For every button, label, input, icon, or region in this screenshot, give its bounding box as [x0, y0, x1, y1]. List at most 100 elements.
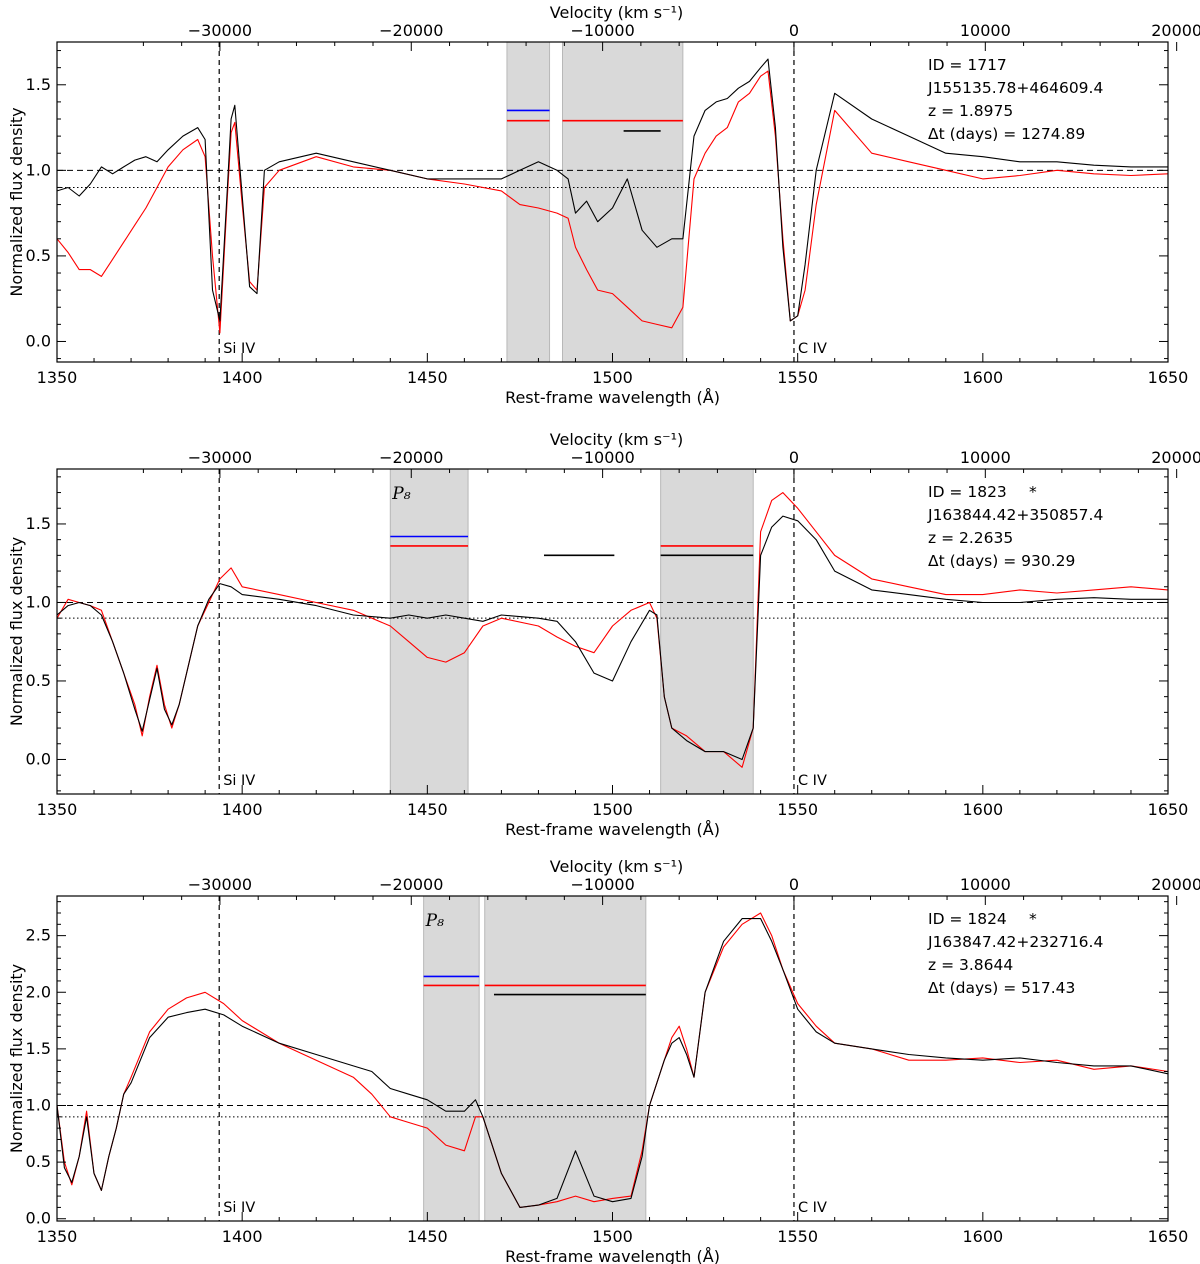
ytick-label: 0.5 [26, 246, 51, 265]
xtick-label: 1650 [1148, 1227, 1189, 1246]
xtick-label: 1400 [222, 1227, 263, 1246]
top-axis-label: Velocity (km s⁻¹) [550, 857, 683, 876]
ytick-label: 0.5 [26, 671, 51, 690]
xtick-label: 1550 [777, 800, 818, 819]
ytick-label: 0.0 [26, 331, 51, 350]
vtick-label: 10000 [960, 875, 1011, 894]
vtick-label: 10000 [960, 448, 1011, 467]
y-axis-label: Normalized flux density [7, 537, 26, 726]
object-name: J163844.42+350857.4 [927, 506, 1103, 524]
spectrum-line-black [57, 515, 1168, 761]
vtick-label: 0 [789, 21, 799, 40]
p8-label: P₈ [425, 911, 444, 931]
delta-t-label: Δt (days) = 930.29 [928, 552, 1075, 570]
shaded-region-2 [660, 468, 754, 795]
ytick-label: 1.5 [26, 1039, 51, 1058]
delta-t-label: Δt (days) = 517.43 [928, 979, 1075, 997]
xtick-label: 1500 [592, 368, 633, 387]
x-axis-label: Rest-frame wavelength (Å) [505, 820, 720, 839]
spectrum-line-black [57, 58, 1168, 322]
xtick-label: 1450 [407, 368, 448, 387]
top-axis-label: Velocity (km s⁻¹) [550, 430, 683, 449]
ion-label-1: Si IV [223, 773, 255, 789]
vtick-label: −10000 [570, 448, 634, 467]
shaded-region-2 [484, 895, 647, 1222]
ytick-label: 1.0 [26, 160, 51, 179]
ytick-label: 0.5 [26, 1152, 51, 1171]
ion-label-2: C IV [798, 1200, 827, 1216]
ytick-label: 0.0 [26, 1209, 51, 1228]
shaded-region-1 [506, 41, 551, 363]
y-axis-label: Normalized flux density [7, 107, 26, 296]
spectrum-line-red [57, 912, 1168, 1208]
spectrum-line-black [57, 918, 1168, 1208]
redshift-label: z = 1.8975 [928, 102, 1013, 120]
x-axis-label: Rest-frame wavelength (Å) [505, 388, 720, 407]
redshift-label: z = 2.2635 [928, 529, 1013, 547]
p8-label: P₈ [391, 484, 410, 504]
ytick-label: 0.0 [26, 749, 51, 768]
xtick-label: 1600 [962, 1227, 1003, 1246]
vtick-label: −30000 [188, 875, 252, 894]
vtick-label: −30000 [188, 448, 252, 467]
ytick-label: 1.0 [26, 592, 51, 611]
spectrum-panel-1: Si IV C IV 1350 1400 1450 1500 1550 1600 1650 0.0… [7, 3, 1200, 407]
ytick-label: 2.0 [26, 982, 51, 1001]
vtick-label: −10000 [570, 21, 634, 40]
xtick-label: 1450 [407, 1227, 448, 1246]
shaded-region-1 [389, 468, 469, 795]
xtick-label: 1650 [1148, 800, 1189, 819]
spectrum-line-red [57, 492, 1168, 768]
vtick-label: −20000 [379, 21, 443, 40]
xtick-label: 1400 [222, 800, 263, 819]
object-name: J155135.78+464609.4 [927, 79, 1103, 97]
xtick-label: 1350 [37, 1227, 78, 1246]
vtick-label: 0 [789, 448, 799, 467]
ytick-label: 1.5 [26, 514, 51, 533]
spectrum-panel-2: Si IV C IV P₈ 1350 1400 1450 1500 1550 1600 1650 0… [7, 430, 1200, 839]
vtick-label: −20000 [379, 875, 443, 894]
xtick-label: 1500 [592, 800, 633, 819]
vtick-label: 0 [789, 875, 799, 894]
xtick-label: 1350 [37, 800, 78, 819]
vtick-label: 20000 [1151, 448, 1200, 467]
vtick-label: 20000 [1151, 875, 1200, 894]
xtick-label: 1650 [1148, 368, 1189, 387]
vtick-label: −10000 [570, 875, 634, 894]
ion-label-2: C IV [798, 773, 827, 789]
spectrum-line-red [57, 70, 1168, 334]
ion-label-1: Si IV [223, 341, 255, 357]
xtick-label: 1600 [962, 368, 1003, 387]
ion-label-1: Si IV [223, 1200, 255, 1216]
vtick-label: 10000 [960, 21, 1011, 40]
ytick-label: 2.5 [26, 926, 51, 945]
xtick-label: 1450 [407, 800, 448, 819]
object-id: ID = 1823 [928, 483, 1007, 501]
object-id: ID = 1717 [928, 56, 1007, 74]
shaded-region-2 [562, 41, 684, 363]
ytick-label: 1.0 [26, 1095, 51, 1114]
xtick-label: 1550 [777, 368, 818, 387]
xtick-label: 1550 [777, 1227, 818, 1246]
object-flag-star: * [1029, 910, 1037, 928]
vtick-label: −30000 [188, 21, 252, 40]
x-axis-label: Rest-frame wavelength (Å) [505, 1247, 720, 1264]
ion-label-2: C IV [798, 341, 827, 357]
vtick-label: −20000 [379, 448, 443, 467]
y-axis-label: Normalized flux density [7, 964, 26, 1153]
top-axis-label: Velocity (km s⁻¹) [550, 3, 683, 22]
object-name: J163847.42+232716.4 [927, 933, 1103, 951]
object-flag-star: * [1029, 483, 1037, 501]
ytick-label: 1.5 [26, 75, 51, 94]
xtick-label: 1350 [37, 368, 78, 387]
xtick-label: 1500 [592, 1227, 633, 1246]
redshift-label: z = 3.8644 [928, 956, 1013, 974]
shaded-region-1 [423, 895, 480, 1222]
delta-t-label: Δt (days) = 1274.89 [928, 125, 1085, 143]
vtick-label: 20000 [1151, 21, 1200, 40]
spectrum-panel-3: Si IV C IV P₈ 1350 1400 1450 1500 1550 1600 1650 0… [7, 857, 1200, 1264]
xtick-label: 1600 [962, 800, 1003, 819]
object-id: ID = 1824 [928, 910, 1007, 928]
xtick-label: 1400 [222, 368, 263, 387]
